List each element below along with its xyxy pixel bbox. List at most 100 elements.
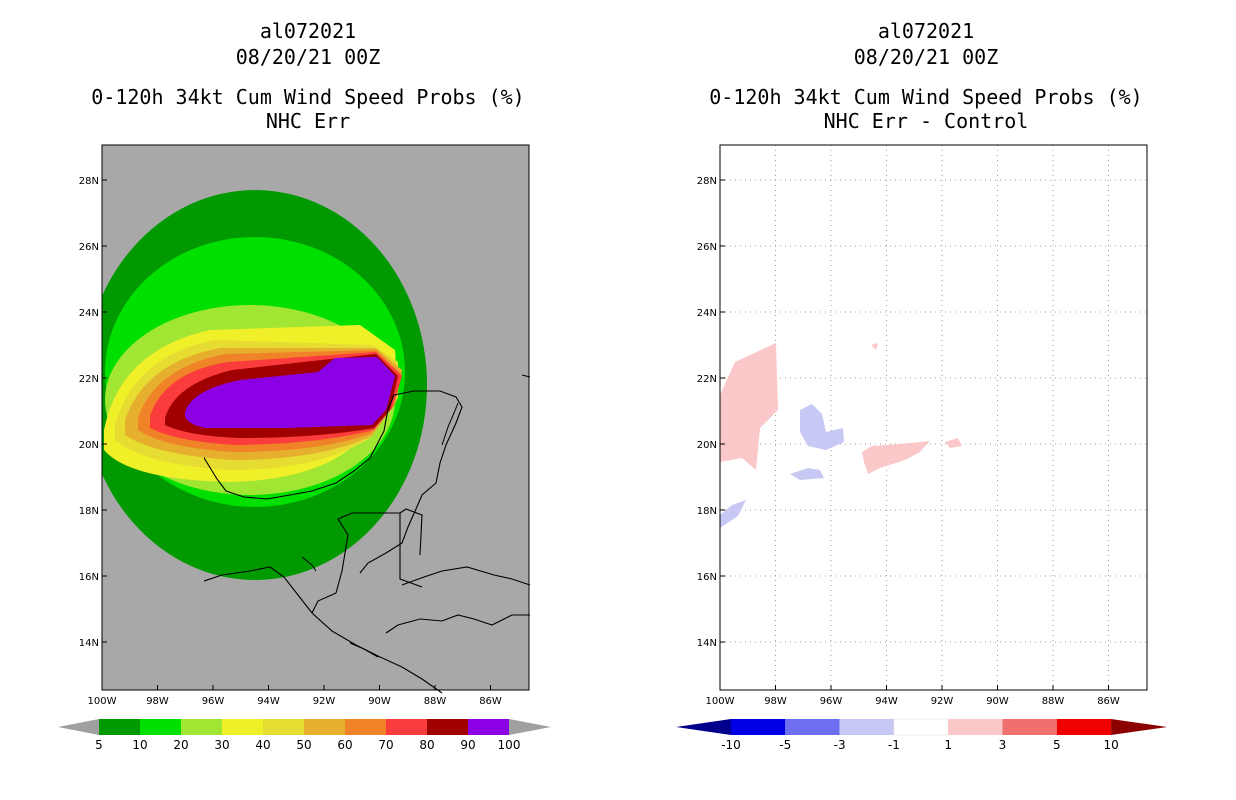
- colorbar-swatch: [263, 719, 304, 735]
- lat-label: 22N: [697, 374, 717, 385]
- lon-label: 98W: [764, 696, 787, 707]
- colorbar-label: -1: [888, 738, 900, 752]
- diff-positive-small: [871, 343, 878, 350]
- left-lat-ticks: 28N 26N 24N 22N 20N 18N 16N 14N: [79, 176, 107, 649]
- colorbar-high-arrow: [1111, 719, 1168, 735]
- diff-positive-dot: [945, 438, 962, 448]
- lon-label: 92W: [313, 696, 336, 707]
- colorbar-swatch: [785, 719, 840, 735]
- lon-label: 94W: [257, 696, 280, 707]
- lat-label: 26N: [697, 242, 717, 253]
- colorbar-label: 1: [944, 738, 952, 752]
- right-map-panel: 100W 98W 96W 94W 92W 90W 88W 86W 28N 26N 24N 22N 20…: [697, 144, 1148, 707]
- lon-label: 94W: [875, 696, 898, 707]
- lat-label: 24N: [79, 308, 99, 319]
- colorbar-swatch: [427, 719, 468, 735]
- colorbar-swatch: [1056, 719, 1112, 735]
- colorbar-label: -3: [834, 738, 846, 752]
- colorbar-swatch: [181, 719, 222, 735]
- left-probability-contours: [102, 190, 427, 580]
- lon-label: 100W: [706, 696, 735, 707]
- colorbar-label: 3: [999, 738, 1007, 752]
- lon-label: 90W: [986, 696, 1009, 707]
- lon-label: 88W: [424, 696, 447, 707]
- colorbar-label: 5: [95, 738, 103, 752]
- right-grid-lines: [720, 145, 1147, 690]
- left-product-title: 0-120h 34kt Cum Wind Speed Probs (%): [91, 85, 525, 109]
- colorbar-high-arrow: [509, 719, 551, 735]
- lat-label: 26N: [79, 242, 99, 253]
- lat-label: 16N: [79, 572, 99, 583]
- colorbar-swatch: [731, 719, 786, 735]
- lat-label: 22N: [79, 374, 99, 385]
- colorbar-label: 80: [419, 738, 434, 752]
- right-map-frame: [719, 144, 1148, 691]
- colorbar-label: 5: [1053, 738, 1061, 752]
- colorbar-swatch: [468, 719, 509, 735]
- lon-label: 86W: [1097, 696, 1120, 707]
- lon-label: 90W: [368, 696, 391, 707]
- lat-label: 18N: [79, 506, 99, 517]
- right-colorbar: -10 -5 -3 -1 1 3 5 10: [676, 718, 1168, 752]
- colorbar-swatch: [386, 719, 427, 735]
- colorbar-swatch: [99, 719, 140, 735]
- right-product-title: 0-120h 34kt Cum Wind Speed Probs (%): [709, 85, 1143, 109]
- colorbar-label: 60: [337, 738, 352, 752]
- colorbar-label: 20: [173, 738, 188, 752]
- diff-negative-sw: [720, 500, 746, 528]
- colorbar-label: 50: [296, 738, 311, 752]
- lat-label: 20N: [79, 440, 99, 451]
- colorbar-swatch: [304, 719, 345, 735]
- lat-label: 28N: [697, 176, 717, 187]
- lat-label: 20N: [697, 440, 717, 451]
- right-title-block: al072021 08/20/21 00Z 0-120h 34kt Cum Wi…: [626, 18, 1226, 134]
- diff-positive-west: [720, 343, 778, 470]
- right-lon-ticks: 100W 98W 96W 94W 92W 90W 88W 86W: [706, 685, 1120, 707]
- diff-negative-veracruz: [800, 404, 844, 450]
- colorbar-low-arrow: [676, 719, 731, 735]
- lon-label: 96W: [202, 696, 225, 707]
- lon-label: 88W: [1042, 696, 1065, 707]
- left-subtitle: NHC Err: [265, 109, 351, 133]
- right-map-background: [720, 145, 1147, 690]
- right-storm-id: al072021: [877, 19, 975, 43]
- right-subtitle: NHC Err - Control: [823, 109, 1029, 133]
- colorbar-label: 10: [1103, 738, 1118, 752]
- colorbar-swatch: [222, 719, 263, 735]
- colorbar-label: 10: [132, 738, 147, 752]
- left-title-block: al072021 08/20/21 00Z 0-120h 34kt Cum Wi…: [8, 18, 608, 134]
- lon-label: 92W: [931, 696, 954, 707]
- left-map-panel: 100W 98W 96W 94W 92W 90W 88W 86W 28N 26N 24N 22N 20…: [79, 144, 531, 707]
- colorbar-low-arrow: [58, 719, 99, 735]
- lon-label: 96W: [820, 696, 843, 707]
- lat-label: 14N: [79, 638, 99, 649]
- left-lon-ticks: 100W 98W 96W 94W 92W 90W 88W 86W: [88, 685, 502, 707]
- right-difference-contours: [720, 343, 962, 528]
- lon-label: 86W: [479, 696, 502, 707]
- left-colorbar: 5 10 20 30 40 50 60 70 80 90 100: [58, 719, 551, 752]
- lat-label: 24N: [697, 308, 717, 319]
- left-datetime: 08/20/21 00Z: [235, 45, 381, 69]
- lat-label: 28N: [79, 176, 99, 187]
- colorbar-label: 90: [460, 738, 475, 752]
- colorbar-swatch: [893, 718, 949, 736]
- left-storm-id: al072021: [259, 19, 357, 43]
- lon-label: 100W: [88, 696, 117, 707]
- colorbar-label: 70: [378, 738, 393, 752]
- diff-negative-tehuantepec: [790, 468, 824, 480]
- lat-label: 14N: [697, 638, 717, 649]
- left-map-frame: [101, 144, 530, 691]
- colorbar-label: 40: [255, 738, 270, 752]
- colorbar-label: 100: [498, 738, 521, 752]
- right-lat-ticks: 28N 26N 24N 22N 20N 18N 16N 14N: [697, 176, 725, 649]
- right-datetime: 08/20/21 00Z: [853, 45, 999, 69]
- colorbar-swatch: [345, 719, 386, 735]
- colorbar-label: -5: [779, 738, 791, 752]
- lon-label: 98W: [146, 696, 169, 707]
- contour-90pct: [185, 357, 395, 428]
- colorbar-label: 30: [214, 738, 229, 752]
- colorbar-swatch: [1002, 719, 1057, 735]
- lat-label: 18N: [697, 506, 717, 517]
- lat-label: 16N: [697, 572, 717, 583]
- diff-positive-campeche: [862, 441, 930, 474]
